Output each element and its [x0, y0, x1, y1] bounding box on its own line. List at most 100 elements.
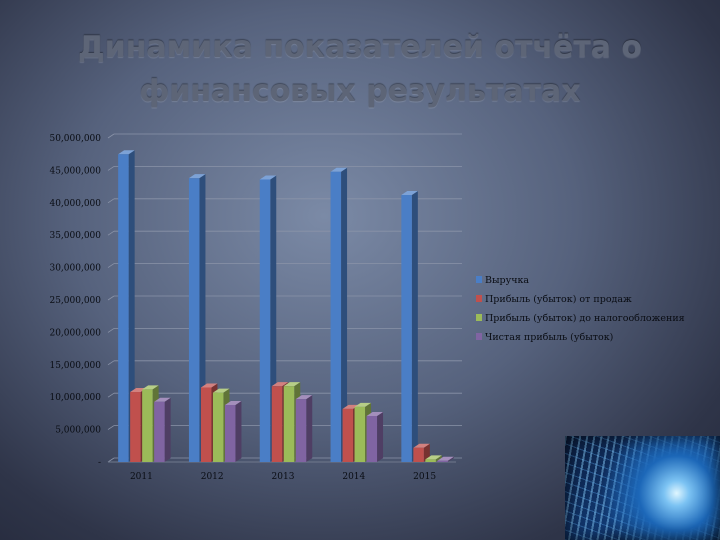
gridline-depth	[107, 230, 115, 236]
bar-front	[154, 401, 165, 462]
chart-bars	[118, 150, 454, 463]
bar-top	[425, 455, 442, 460]
bar-front	[118, 154, 129, 462]
bar-top	[259, 175, 277, 180]
bar-top	[142, 385, 159, 390]
bar	[401, 191, 418, 463]
y-tick-label: 25,000,000	[49, 296, 101, 306]
bar	[330, 167, 348, 463]
bar-front	[425, 459, 436, 462]
x-tick-label: 2011	[130, 472, 153, 482]
legend-label: Чистая прибыль (убыток)	[485, 332, 613, 343]
legend-swatch	[476, 333, 482, 340]
y-axis-ticks: - 5,000,000 10,000,000 15,000,000 20,000,000…	[49, 134, 101, 468]
gridline-depth	[107, 457, 115, 463]
bar-top	[130, 388, 147, 393]
bar-top	[437, 456, 454, 461]
gridline-depth	[107, 328, 115, 333]
y-tick-label: 20,000,000	[49, 328, 101, 338]
legend-label: Прибыль (убыток) до налогообложения	[485, 313, 685, 324]
x-tick-label: 2013	[272, 472, 295, 482]
bar	[437, 456, 454, 462]
legend-item: Прибыль (убыток) до налогообложения	[476, 313, 685, 324]
legend-swatch	[476, 295, 482, 302]
bar-front	[142, 389, 153, 462]
bar-side	[447, 456, 454, 462]
bar	[366, 411, 384, 462]
bar-front	[366, 415, 378, 462]
y-tick-label: 30,000,000	[49, 264, 101, 274]
gridline-depth	[107, 263, 115, 268]
y-tick-label: 45,000,000	[49, 166, 101, 176]
gridline-depth	[107, 198, 115, 204]
y-tick-label: -	[98, 458, 101, 468]
bar-top	[224, 400, 242, 405]
bar-top	[118, 150, 135, 155]
y-tick-label: 15,000,000	[49, 361, 101, 371]
bar-top	[342, 404, 360, 409]
legend-item: Чистая прибыль (убыток)	[476, 332, 613, 343]
x-axis-ticks: 2011 2012 2013 2014 2015	[130, 472, 436, 482]
bar	[154, 397, 171, 462]
bar-top	[295, 395, 313, 400]
bar-top	[330, 167, 348, 172]
legend-label: Прибыль (убыток) от продаж	[485, 294, 632, 305]
y-tick-label: 10,000,000	[49, 393, 101, 403]
bar-top	[200, 383, 218, 388]
gridline-depth	[107, 166, 115, 171]
bar-top	[413, 443, 430, 448]
bar-side	[411, 191, 418, 463]
chart-legend: Выручка Прибыль (убыток) от продаж Прибыль…	[476, 275, 685, 343]
bar-top	[188, 174, 206, 179]
x-tick-label: 2015	[413, 472, 436, 482]
gridline-depth	[107, 133, 115, 139]
turbine-photo	[565, 436, 720, 540]
bar-side	[435, 455, 442, 462]
bar-side	[128, 150, 135, 462]
bar-front	[271, 386, 283, 462]
bar	[118, 150, 135, 462]
bar-front	[413, 447, 424, 462]
bar	[425, 455, 442, 462]
bar-front	[259, 179, 271, 463]
bar-front	[401, 195, 412, 463]
bar-top	[354, 402, 372, 407]
x-tick-label: 2012	[201, 472, 224, 482]
bar-side	[377, 411, 384, 462]
legend-item: Выручка	[476, 275, 529, 286]
bar-side	[306, 395, 313, 462]
legend-item: Прибыль (убыток) от продаж	[476, 294, 632, 305]
bar-top	[212, 388, 230, 393]
bar-front	[354, 406, 366, 462]
bar-side	[164, 397, 171, 462]
bar-front	[295, 399, 307, 462]
bar-top	[366, 411, 384, 416]
gridline-depth	[107, 425, 115, 430]
bar-top	[283, 382, 301, 387]
y-tick-label: 5,000,000	[55, 426, 101, 436]
bar-front	[188, 178, 200, 462]
bar-top	[154, 397, 171, 402]
bar-side	[235, 400, 242, 462]
y-tick-label: 40,000,000	[49, 199, 101, 209]
bar	[295, 395, 313, 462]
bar-front	[330, 171, 342, 463]
bar-front	[212, 392, 224, 462]
bar-top	[401, 191, 418, 196]
x-tick-label: 2014	[342, 472, 365, 482]
gridline-depth	[107, 392, 115, 398]
legend-swatch	[476, 314, 482, 321]
bar-front	[224, 404, 236, 462]
bar-front	[437, 460, 448, 462]
y-tick-label: 50,000,000	[49, 134, 101, 144]
gridline-depth	[107, 360, 115, 366]
legend-swatch	[476, 276, 482, 283]
bar	[224, 400, 242, 462]
bar-side	[341, 167, 348, 463]
slide-title: Динамика показателей отчёта о финансовых…	[77, 30, 643, 109]
bar-top	[271, 382, 289, 387]
bar-front	[342, 408, 354, 462]
bar-front	[130, 392, 141, 462]
bar-front	[200, 387, 212, 462]
